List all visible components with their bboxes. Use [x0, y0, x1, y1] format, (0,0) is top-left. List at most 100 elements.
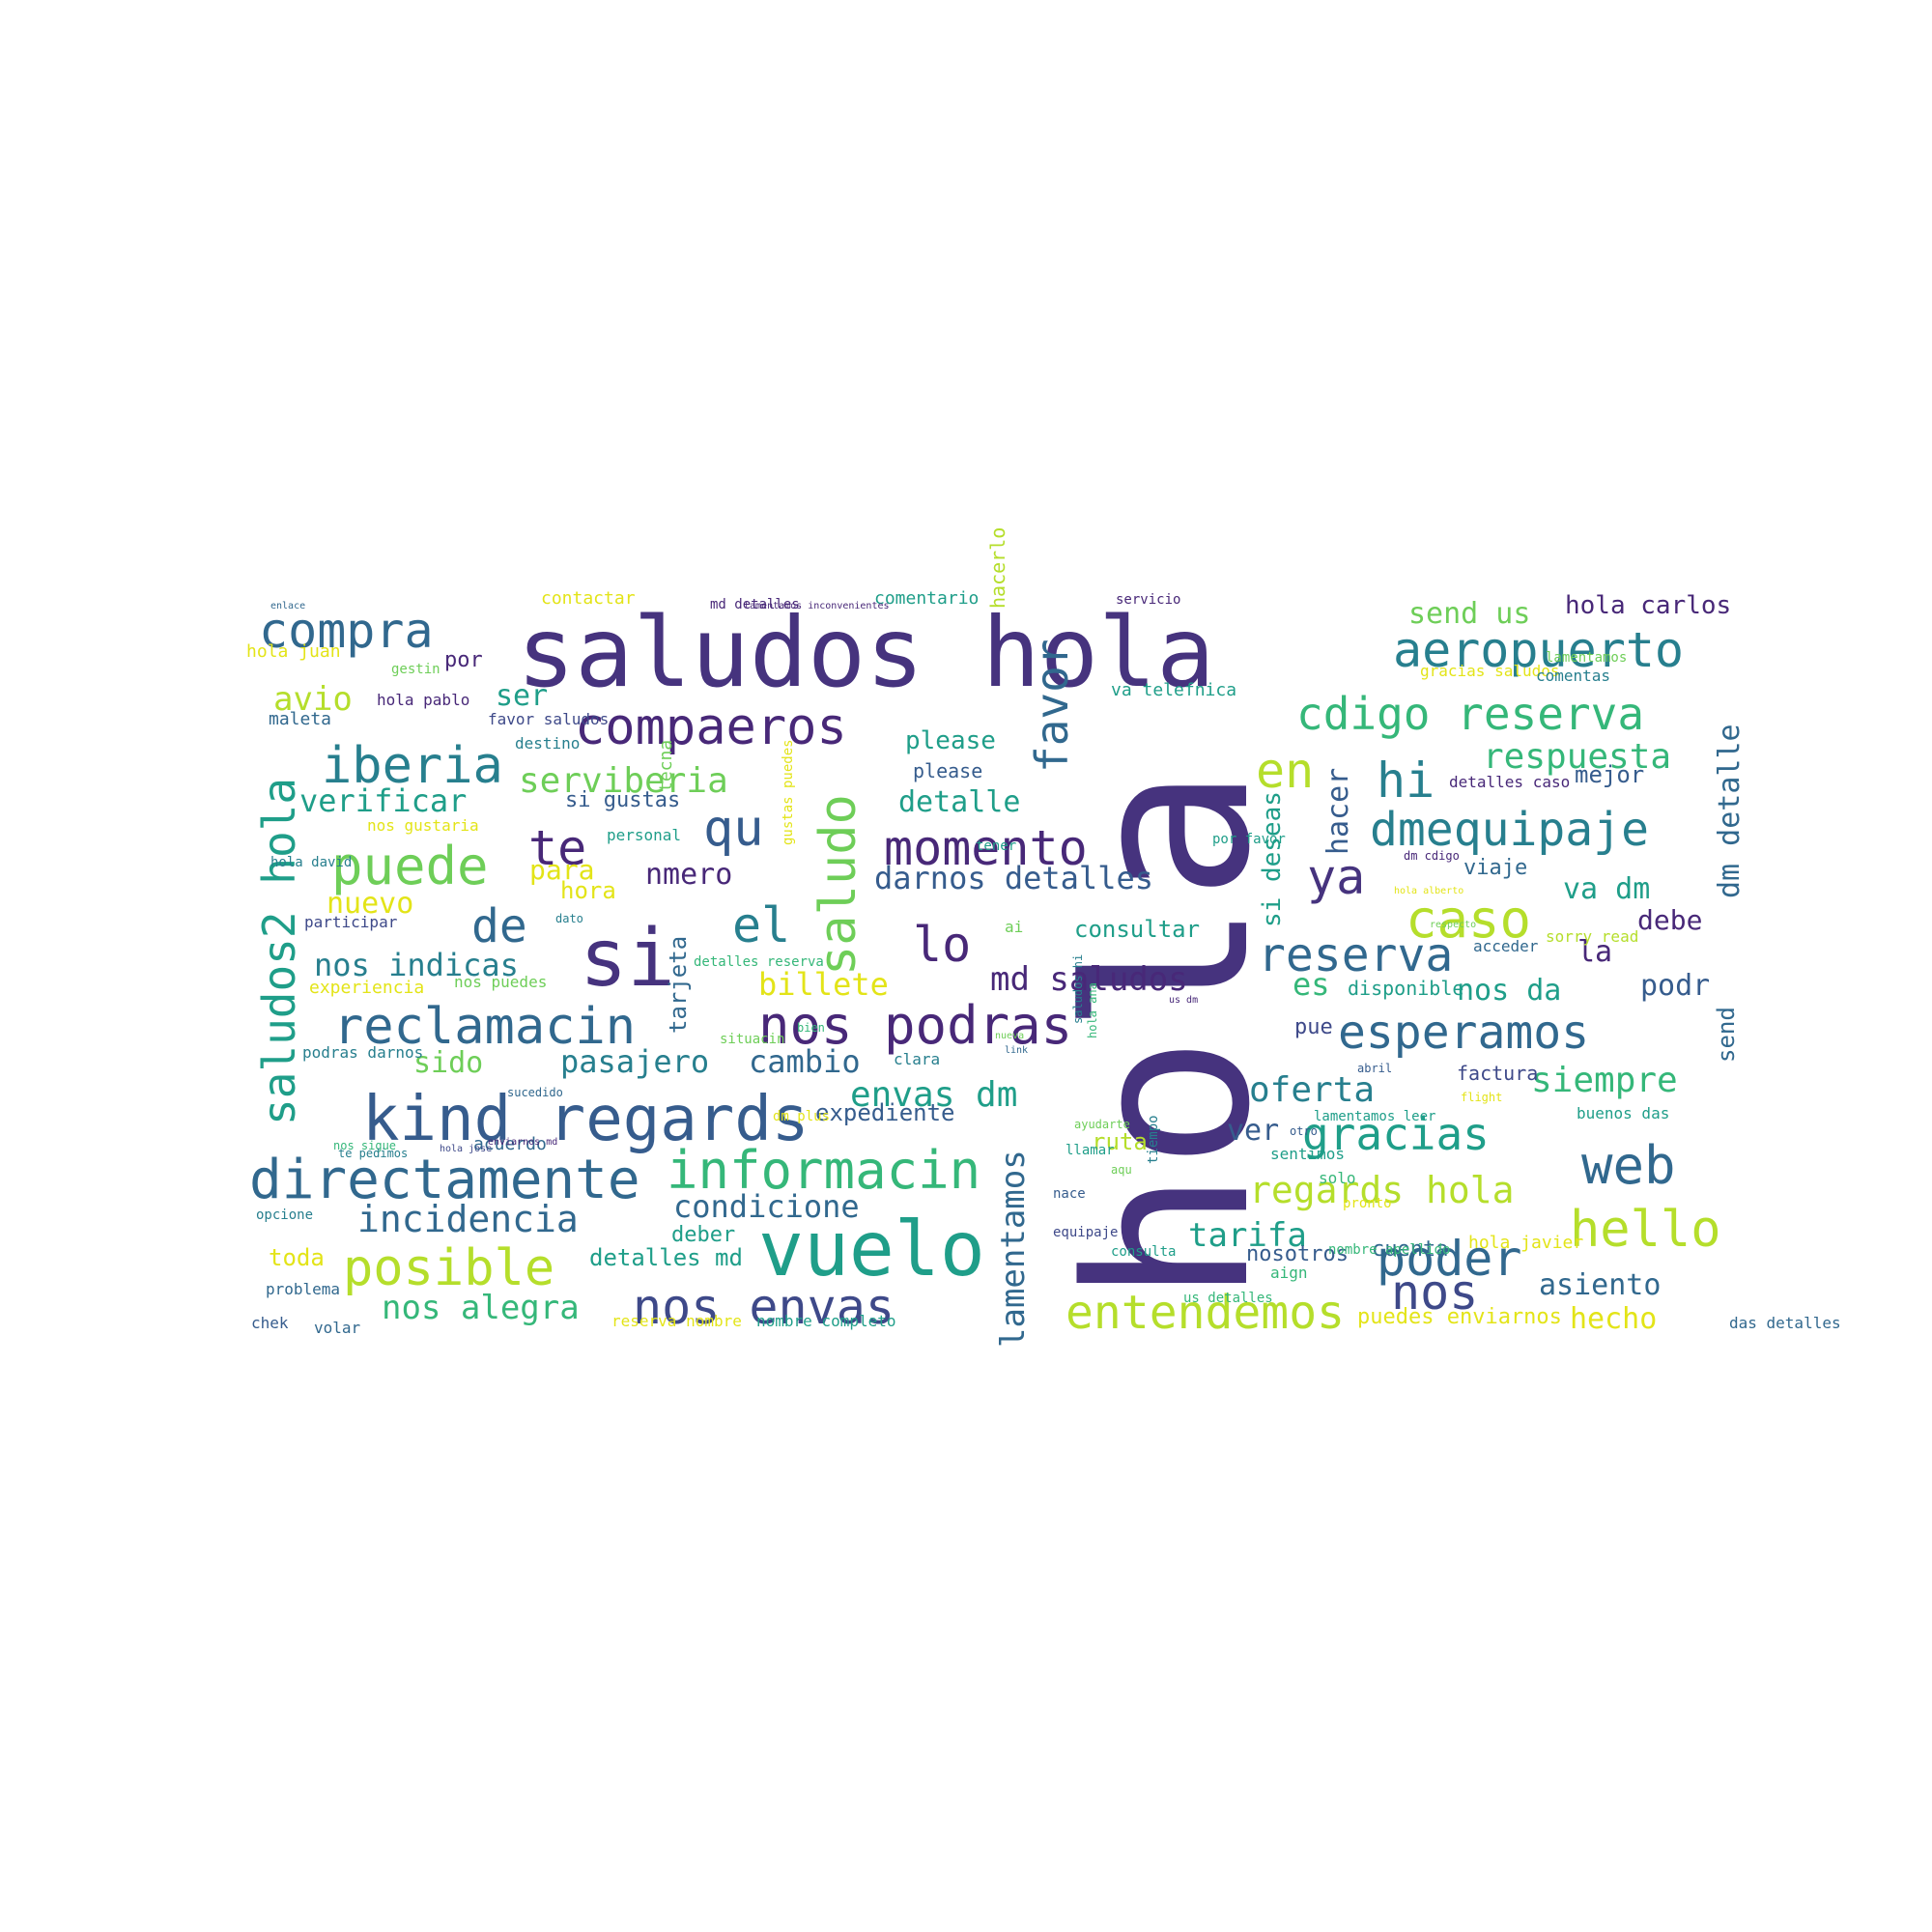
cloud-word: pronto [1343, 1196, 1392, 1211]
cloud-word: personal [607, 826, 681, 844]
cloud-word: ayudarte [1074, 1118, 1130, 1131]
cloud-word: poder [1377, 1231, 1522, 1287]
cloud-word: maleta [269, 709, 331, 729]
cloud-word: nos da [1457, 974, 1561, 1008]
cloud-word: te [528, 820, 586, 876]
cloud-word: hola javier [1468, 1233, 1583, 1253]
cloud-word: respuesta [1483, 737, 1671, 777]
cloud-word: hacerlo [986, 527, 1009, 609]
cloud-word: participar [304, 913, 398, 931]
cloud-word: send [1713, 1007, 1740, 1063]
cloud-word: abril [1357, 1062, 1392, 1075]
cloud-word: detalle [898, 785, 1020, 819]
cloud-word: nos puedes [454, 973, 547, 991]
cloud-word: nosotros [1246, 1242, 1349, 1266]
cloud-word: us detalles [1183, 1291, 1273, 1306]
cloud-word: otro [1290, 1124, 1318, 1138]
cloud-word: billete [758, 966, 889, 1003]
cloud-word: enviarnos md [488, 1137, 557, 1148]
cloud-word: aeropuerto [1393, 622, 1684, 678]
cloud-word: dm plus [773, 1109, 830, 1124]
cloud-word: hola juan [246, 641, 341, 662]
cloud-word: hola alberto [1394, 886, 1463, 896]
cloud-word: asiento [1539, 1268, 1661, 1302]
cloud-word: condicione [673, 1188, 860, 1225]
cloud-word: volar [314, 1319, 361, 1337]
cloud-word: hola jose [440, 1144, 492, 1154]
cloud-word: nueva [995, 1031, 1024, 1041]
cloud-word: md saludos [990, 960, 1188, 999]
cloud-word: caso [1406, 889, 1531, 950]
cloud-word: dmequipaje [1370, 803, 1649, 857]
cloud-word: chek [251, 1314, 289, 1332]
cloud-word: situacin [720, 1032, 784, 1047]
cloud-word: pasajero [560, 1043, 709, 1080]
cloud-word: lamentamos leer [1314, 1109, 1435, 1124]
cloud-word: sorry read [1546, 927, 1638, 946]
cloud-word: enlace [270, 601, 305, 611]
cloud-word: saludos2 hola [253, 778, 305, 1125]
cloud-word: verificar [299, 782, 467, 819]
cloud-word: aign [1270, 1264, 1308, 1282]
cloud-word: send us [1408, 597, 1530, 631]
cloud-word: detalles md [589, 1244, 743, 1271]
cloud-word: favor [1026, 639, 1078, 773]
cloud-word: tecna [656, 740, 676, 792]
cloud-word: md detalles [710, 597, 800, 612]
cloud-word: nombre apellido [1328, 1242, 1450, 1258]
cloud-word: ai [1005, 918, 1023, 936]
cloud-word: nos alegra [382, 1289, 580, 1327]
cloud-word: hola carlos [1565, 591, 1731, 620]
cloud-word: hi [1377, 753, 1435, 809]
cloud-word: saludos hi [1071, 954, 1085, 1024]
cloud-word: nuevo [327, 887, 413, 921]
cloud-word: gracias saludos [1420, 662, 1560, 680]
cloud-word: kind regards [362, 1084, 809, 1155]
cloud-word: destino [515, 734, 580, 753]
cloud-word: us dm [1169, 995, 1198, 1006]
cloud-word: es [1293, 966, 1330, 1003]
cloud-word: nos gustaria [367, 816, 479, 835]
cloud-word: tener [976, 838, 1016, 854]
cloud-word: detalles caso [1449, 773, 1570, 791]
cloud-word: ser [496, 679, 548, 713]
cloud-word: envas dm [850, 1075, 1017, 1115]
cloud-word: comentas [1536, 667, 1610, 685]
cloud-word: acuerdo [473, 1134, 547, 1154]
cloud-word: favor saludos [488, 710, 609, 728]
cloud-word: disponible [1348, 977, 1463, 1000]
cloud-word: iberia [322, 737, 503, 795]
cloud-word: consultar [1074, 916, 1200, 943]
cloud-word: lo [913, 917, 971, 973]
cloud-word: mejor [1575, 761, 1644, 788]
cloud-word: hello [1570, 1201, 1721, 1259]
cloud-word: cdigo reserva [1296, 688, 1644, 740]
cloud-word: please [905, 726, 996, 755]
cloud-word: lamentamos inconvenientes [744, 601, 890, 611]
cloud-word: gestin [391, 662, 440, 677]
cloud-word: la [1577, 935, 1612, 969]
cloud-word: reclamacin [333, 998, 636, 1056]
cloud-word: expediente [815, 1099, 955, 1126]
cloud-word: bien [797, 1021, 825, 1035]
cloud-word: dm detalle [1713, 724, 1747, 898]
cloud-word: nos [1391, 1264, 1478, 1321]
cloud-word: avio [273, 680, 353, 719]
cloud-word: hola david [270, 855, 352, 870]
cloud-word: vuelo [758, 1207, 985, 1293]
cloud-word: saludo [810, 794, 867, 976]
cloud-word: gustas puedes [781, 739, 796, 845]
cloud-word: lamentamos [994, 1150, 1033, 1348]
cloud-word: entendemos [1065, 1286, 1345, 1340]
cloud-word: si deseas [1258, 791, 1287, 927]
cloud-word: reserva nombre [611, 1312, 742, 1330]
cloud-word: por [444, 648, 483, 672]
cloud-word: serviberia [519, 761, 728, 801]
cloud-word: te pedimos [338, 1147, 408, 1160]
cloud-word: de [471, 899, 527, 953]
cloud-word: lamentamos [1546, 650, 1627, 666]
cloud-word: experiencia [309, 978, 424, 998]
cloud-word: ver [1227, 1114, 1279, 1148]
cloud-word: tiempo [1146, 1115, 1161, 1164]
